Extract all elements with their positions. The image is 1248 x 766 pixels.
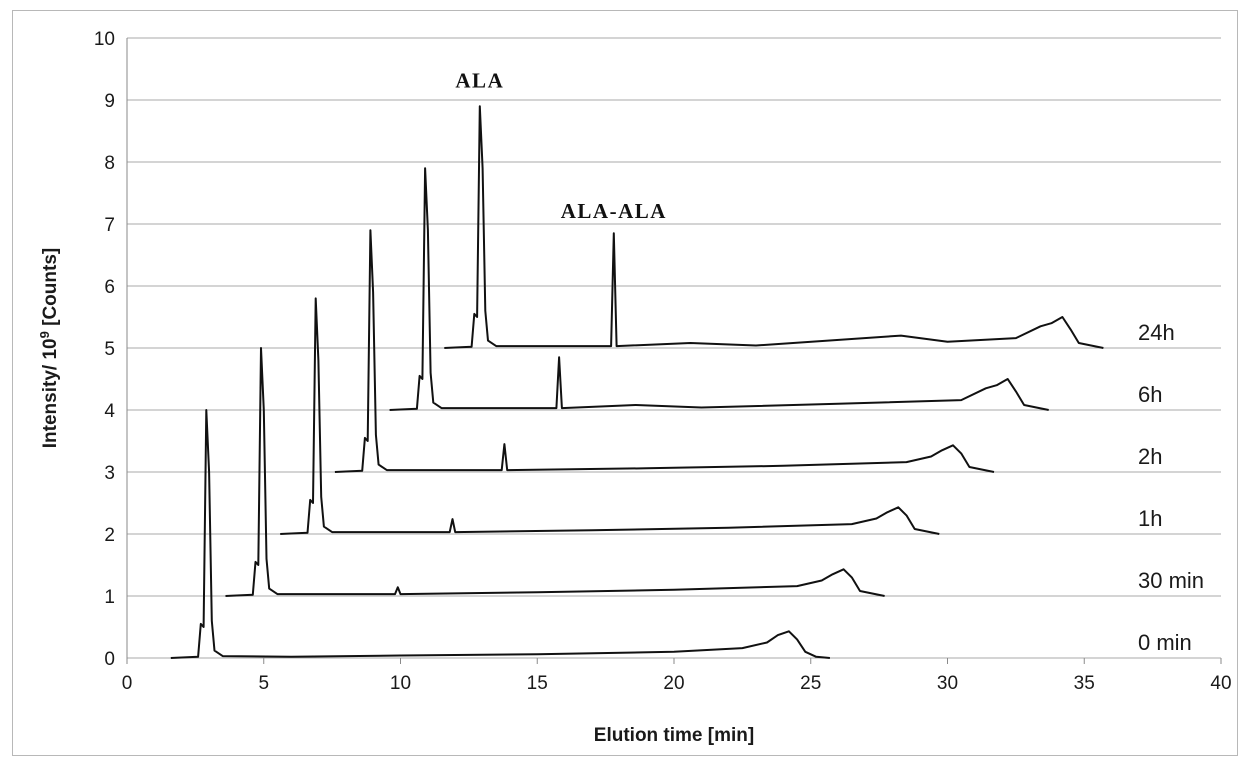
y-tick-label: 6 <box>104 277 115 298</box>
series-label: 6h <box>1138 382 1162 407</box>
series-line-5 <box>444 105 1104 349</box>
series-line-0 <box>170 409 830 659</box>
series-label: 0 min <box>1138 630 1192 655</box>
x-tick-label: 15 <box>527 673 548 694</box>
y-tick-label: 0 <box>104 649 115 670</box>
series-label: 2h <box>1138 444 1162 469</box>
y-axis-title-suffix: [Counts] <box>40 248 61 331</box>
series-line-1 <box>225 347 885 597</box>
series-line-3 <box>334 229 995 473</box>
series-label: 24h <box>1138 320 1175 345</box>
y-tick-label: 2 <box>104 525 115 546</box>
chart-frame <box>12 10 1238 756</box>
y-tick-label: 1 <box>104 587 115 608</box>
x-tick-label: 35 <box>1074 673 1095 694</box>
series-label: 1h <box>1138 506 1162 531</box>
gridlines <box>126 37 1221 659</box>
x-axis-ticks: 0 5 10 15 20 25 30 35 40 <box>122 658 1232 694</box>
y-tick-label: 8 <box>104 153 115 174</box>
x-tick-label: 20 <box>663 673 684 694</box>
y-axis-title-main: Intensity/ 10 <box>40 338 61 448</box>
y-tick-label: 4 <box>104 401 115 422</box>
y-tick-label: 7 <box>104 215 115 236</box>
y-tick-label: 9 <box>104 91 115 112</box>
series-label: 30 min <box>1138 568 1204 593</box>
peak-annotations: ALA ALA-ALA <box>455 69 667 223</box>
series-line-4 <box>389 167 1049 411</box>
y-axis-ticks: 0 1 2 3 4 5 6 7 8 9 10 <box>94 29 116 670</box>
y-tick-label: 5 <box>104 339 115 360</box>
x-tick-label: 10 <box>390 673 411 694</box>
y-axis-title-exponent: 9 <box>37 331 52 338</box>
x-tick-label: 0 <box>122 673 133 694</box>
x-tick-label: 5 <box>258 673 269 694</box>
y-tick-label: 3 <box>104 463 115 484</box>
series-traces <box>170 105 1104 659</box>
annotation-label: ALA <box>455 69 504 93</box>
x-tick-label: 40 <box>1210 673 1231 694</box>
x-axis-title: Elution time [min] <box>594 725 754 746</box>
x-tick-label: 25 <box>800 673 821 694</box>
series-line-2 <box>280 297 940 535</box>
y-tick-label: 10 <box>94 29 115 50</box>
x-tick-label: 30 <box>937 673 958 694</box>
y-axis-title: Intensity/ 109 [Counts] <box>37 248 62 448</box>
annotation-label: ALA-ALA <box>561 199 667 223</box>
series-labels: 0 min 30 min 1h 2h 6h 24h <box>1138 320 1204 655</box>
